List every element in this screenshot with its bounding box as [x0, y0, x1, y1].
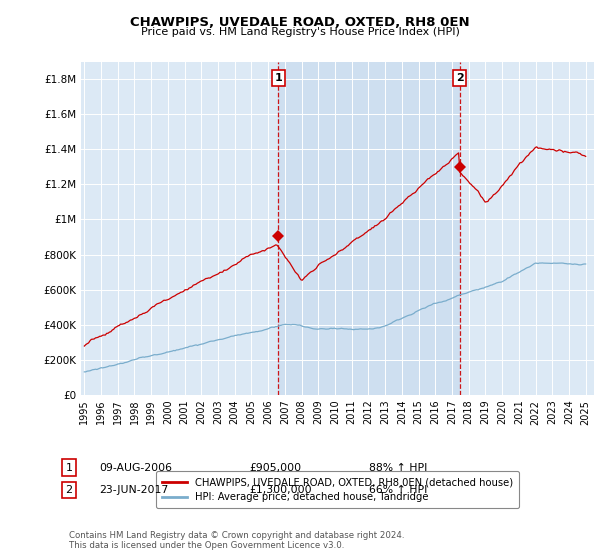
Text: £1,300,000: £1,300,000: [249, 485, 311, 495]
Text: 88% ↑ HPI: 88% ↑ HPI: [369, 463, 427, 473]
Text: £905,000: £905,000: [249, 463, 301, 473]
Text: Contains HM Land Registry data © Crown copyright and database right 2024.
This d: Contains HM Land Registry data © Crown c…: [69, 530, 404, 550]
Text: 2: 2: [65, 485, 73, 495]
Text: 1: 1: [65, 463, 73, 473]
Text: CHAWPIPS, UVEDALE ROAD, OXTED, RH8 0EN: CHAWPIPS, UVEDALE ROAD, OXTED, RH8 0EN: [130, 16, 470, 29]
Text: 1: 1: [274, 73, 282, 83]
Text: 66% ↑ HPI: 66% ↑ HPI: [369, 485, 427, 495]
Bar: [278, 62, 460, 395]
Legend: CHAWPIPS, UVEDALE ROAD, OXTED, RH8 0EN (detached house), HPI: Average price, det: CHAWPIPS, UVEDALE ROAD, OXTED, RH8 0EN (…: [156, 471, 519, 508]
Text: 2: 2: [456, 73, 464, 83]
Text: Price paid vs. HM Land Registry's House Price Index (HPI): Price paid vs. HM Land Registry's House …: [140, 27, 460, 37]
Text: 23-JUN-2017: 23-JUN-2017: [99, 485, 168, 495]
Text: 09-AUG-2006: 09-AUG-2006: [99, 463, 172, 473]
